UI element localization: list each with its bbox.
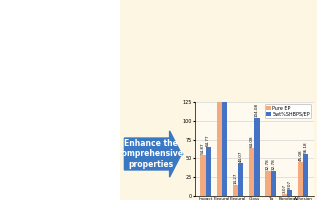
- Text: 32.78: 32.78: [271, 159, 275, 170]
- Text: 3.07: 3.07: [282, 184, 286, 193]
- Legend: Pure EP, 5wt%SHBPS/EP: Pure EP, 5wt%SHBPS/EP: [265, 104, 311, 118]
- Text: 45.08: 45.08: [299, 150, 303, 161]
- Bar: [222, 0, 227, 196]
- Bar: [282, 194, 287, 196]
- Bar: [254, 118, 260, 196]
- Text: 44.07: 44.07: [239, 150, 243, 162]
- Text: Enhance the
comprehensive
properties: Enhance the comprehensive properties: [118, 139, 184, 169]
- Text: 8.07: 8.07: [288, 180, 292, 189]
- Bar: [265, 171, 271, 196]
- Text: 64.08: 64.08: [250, 135, 254, 147]
- Text: 104.08: 104.08: [255, 103, 259, 117]
- FancyArrow shape: [124, 131, 181, 177]
- Text: 56.18: 56.18: [304, 141, 308, 153]
- Text: 64.77: 64.77: [206, 135, 210, 146]
- Bar: [287, 190, 292, 196]
- Bar: [303, 154, 308, 196]
- Text: 14.27: 14.27: [234, 173, 237, 184]
- Bar: [233, 185, 238, 196]
- Bar: [271, 171, 276, 196]
- Bar: [205, 147, 211, 196]
- Bar: [298, 162, 303, 196]
- Bar: [249, 148, 254, 196]
- Bar: [217, 0, 222, 196]
- Text: 54.87: 54.87: [201, 142, 205, 154]
- Bar: [200, 155, 205, 196]
- Bar: [238, 163, 243, 196]
- Text: 32.78: 32.78: [266, 159, 270, 170]
